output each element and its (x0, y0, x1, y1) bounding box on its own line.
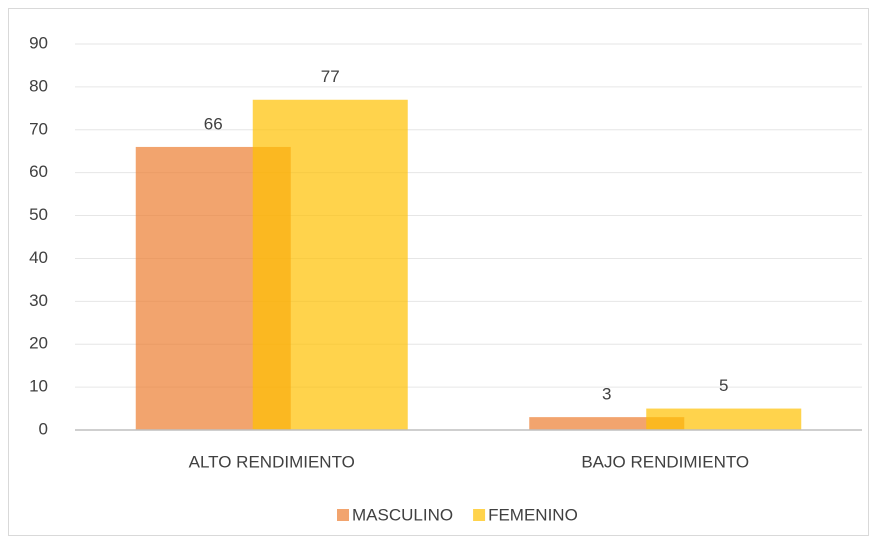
y-tick-label: 70 (29, 119, 48, 138)
y-tick-label: 40 (29, 248, 48, 267)
data-label: 5 (719, 376, 728, 395)
y-tick-label: 50 (29, 205, 48, 224)
legend-label: FEMENINO (488, 505, 578, 524)
x-tick-label: BAJO RENDIMIENTO (581, 452, 749, 471)
y-tick-label: 80 (29, 76, 48, 95)
legend-label: MASCULINO (352, 505, 453, 524)
y-tick-label: 10 (29, 377, 48, 396)
x-tick-label: ALTO RENDIMIENTO (189, 452, 355, 471)
y-tick-label: 60 (29, 162, 48, 181)
y-tick-label: 20 (29, 334, 48, 353)
legend-swatch (337, 509, 349, 521)
bar (529, 417, 685, 430)
data-label: 77 (321, 67, 340, 86)
legend-swatch (473, 509, 486, 521)
data-label: 66 (204, 114, 223, 133)
bar (646, 408, 802, 430)
bar (252, 99, 408, 430)
data-label: 3 (602, 385, 611, 404)
y-tick-label: 0 (39, 419, 48, 438)
y-tick-label: 30 (29, 291, 48, 310)
y-tick-label: 90 (29, 33, 48, 52)
